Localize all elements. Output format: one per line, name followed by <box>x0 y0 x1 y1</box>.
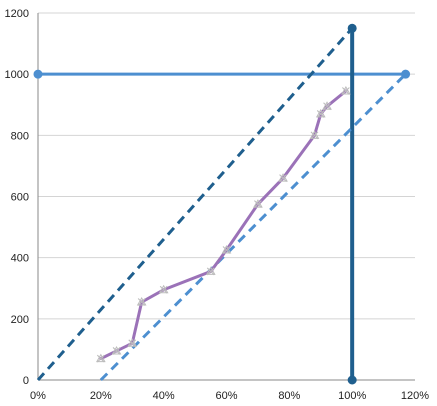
data-point-5 <box>205 266 216 276</box>
data-point-triangle <box>136 297 147 306</box>
data-point-triangle <box>309 130 320 139</box>
data-point-triangle <box>205 266 216 275</box>
data-point-x <box>254 200 262 209</box>
data-point-x <box>128 339 137 348</box>
y-tick-label-2: 400 <box>11 253 29 265</box>
data-point-x <box>310 131 319 140</box>
data-point-x <box>159 285 168 294</box>
data-point-triangle <box>95 353 106 363</box>
series-diagonal-upper <box>36 27 354 381</box>
y-tick-label-0: 0 <box>23 375 29 387</box>
data-point-triangle <box>158 284 169 294</box>
data-point-triangle <box>341 85 351 95</box>
data-point-x <box>279 174 287 183</box>
y-tick-label-6: 1200 <box>5 8 29 20</box>
data-point-triangle <box>111 345 122 355</box>
x-tick-label-3: 60% <box>215 390 237 402</box>
x-tick-label-6: 120% <box>401 390 429 402</box>
data-point-11 <box>322 101 332 111</box>
data-point-x <box>112 347 121 355</box>
y-tick-label-4: 800 <box>11 130 29 142</box>
data-point-0 <box>95 353 106 363</box>
data-point-6 <box>221 245 232 254</box>
series-horizontal-line-endpoint-0 <box>33 69 43 79</box>
data-point-x <box>206 267 215 276</box>
y-tick-label-3: 600 <box>11 192 29 204</box>
data-point-8 <box>278 173 288 183</box>
data-point-x <box>316 110 325 118</box>
y-tick-label-5: 1000 <box>5 69 29 81</box>
y-tick-label-1: 200 <box>11 314 29 326</box>
x-tick-label-5: 100% <box>338 390 366 402</box>
x-tick-label-0: 0% <box>30 390 46 402</box>
data-point-12 <box>341 85 351 95</box>
data-point-triangle <box>253 199 263 208</box>
data-point-9 <box>309 130 320 140</box>
data-point-triangle <box>221 245 232 254</box>
data-point-x <box>96 354 105 363</box>
data-point-triangle <box>322 101 332 110</box>
x-tick-label-2: 40% <box>153 390 175 402</box>
data-point-triangle <box>278 173 288 182</box>
series-layer <box>33 23 411 385</box>
x-tick-label-1: 20% <box>90 390 112 402</box>
data-point-2 <box>127 338 138 348</box>
data-point-4 <box>158 284 169 294</box>
data-point-1 <box>111 345 122 355</box>
data-point-x <box>222 246 231 254</box>
data-point-3 <box>136 297 147 306</box>
series-vertical-line-endpoint-0 <box>347 375 357 385</box>
data-point-10 <box>315 108 326 118</box>
data-point-x <box>137 298 146 306</box>
data-point-triangle <box>127 338 138 347</box>
grid-layer <box>38 12 415 320</box>
data-point-x <box>341 87 350 95</box>
data-point-x <box>323 102 331 111</box>
tick-labels: 0 200 400 600 800 1000 1200 0% 20% 40% 60% 80% 100% 1… <box>5 8 430 402</box>
data-point-7 <box>253 199 263 209</box>
x-tick-label-4: 80% <box>278 390 300 402</box>
series-diagonal-lower <box>99 73 407 382</box>
data-point-triangle <box>315 108 326 118</box>
